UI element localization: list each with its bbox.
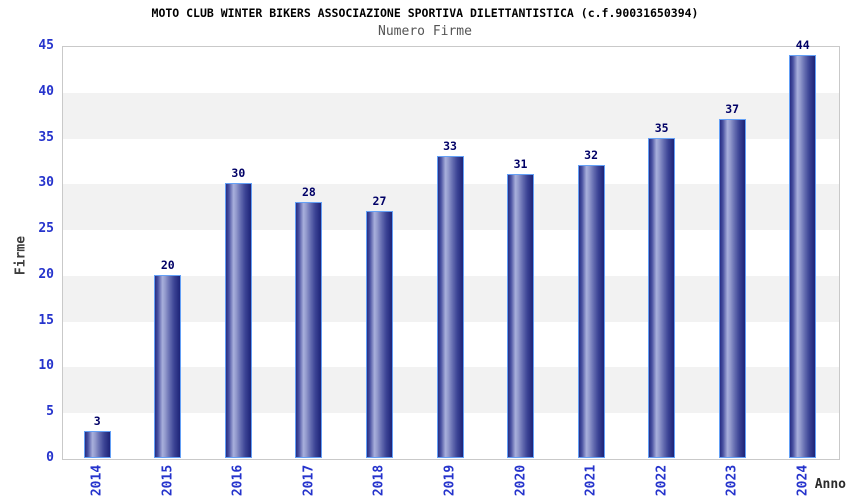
x-tick-label: 2017 (301, 464, 317, 497)
bar-value-label: 33 (443, 138, 457, 153)
y-tick-label: 0 (46, 450, 54, 465)
bar (789, 55, 817, 458)
bar-value-label: 31 (513, 157, 528, 172)
y-tick-label: 20 (38, 266, 54, 282)
chart-subtitle: Numero Firme (378, 24, 472, 39)
bar-value-label: 30 (231, 166, 246, 181)
bar (718, 119, 746, 458)
grid-band (63, 92, 839, 139)
plot-area (62, 46, 840, 460)
y-tick-label: 5 (46, 404, 54, 420)
chart-title: MOTO CLUB WINTER BIKERS ASSOCIAZIONE SPO… (151, 6, 699, 20)
x-tick-label: 2021 (583, 464, 599, 497)
bar (577, 165, 605, 458)
bar (83, 430, 111, 458)
x-tick-label: 2022 (654, 464, 670, 497)
x-tick-label: 2014 (89, 464, 105, 497)
bar-value-label: 37 (725, 102, 740, 117)
bar (507, 174, 535, 458)
y-tick-label: 30 (38, 175, 54, 191)
x-tick-label: 2019 (442, 464, 458, 497)
x-tick-label: 2018 (371, 464, 387, 497)
y-tick-label: 25 (38, 221, 54, 237)
bar (295, 201, 323, 458)
bar-value-label: 35 (654, 120, 669, 135)
y-tick-label: 10 (38, 358, 54, 374)
bar-value-label: 20 (160, 257, 175, 272)
bar (436, 155, 464, 458)
y-tick-label: 45 (38, 38, 54, 53)
bar-value-label: 32 (584, 148, 598, 163)
y-tick-label: 15 (38, 312, 54, 328)
bar-value-label: 27 (372, 193, 387, 208)
y-tick-label: 40 (38, 83, 54, 99)
grid-band (63, 47, 839, 93)
bar-value-label: 44 (795, 38, 810, 53)
x-tick-label: 2024 (795, 464, 811, 497)
bar (365, 210, 393, 458)
y-tick-label: 35 (38, 129, 54, 145)
bar (648, 137, 676, 458)
x-tick-label: 2023 (724, 464, 740, 497)
x-axis-title: Anno (814, 477, 846, 492)
bar (224, 183, 252, 458)
x-tick-label: 2020 (513, 464, 529, 497)
x-tick-label: 2015 (160, 464, 176, 497)
bar-value-label: 28 (301, 184, 316, 199)
x-tick-label: 2016 (230, 464, 246, 497)
bar-value-label: 3 (93, 413, 101, 428)
bar (154, 274, 182, 458)
